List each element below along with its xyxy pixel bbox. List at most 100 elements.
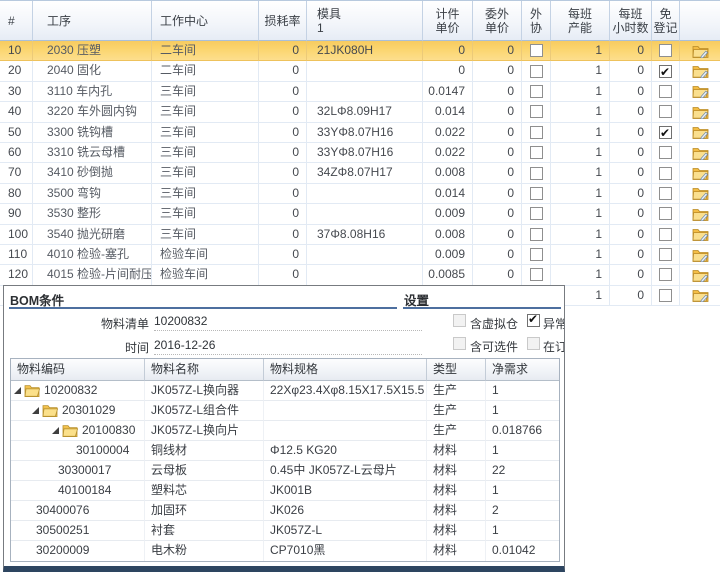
outsource-checkbox[interactable] [529, 44, 543, 58]
no-register-checkbox[interactable] [659, 207, 672, 221]
bom-row[interactable]: 30500251 衬套 JK057Z-L 材料 1 [11, 521, 559, 541]
col-header-work-center[interactable]: 工作中心 [152, 1, 259, 41]
edit-folder-icon[interactable] [692, 207, 709, 221]
edit-folder-icon[interactable] [692, 64, 709, 78]
no-register-checkbox[interactable] [659, 44, 672, 58]
no-register-checkbox[interactable] [659, 63, 672, 81]
col-header-outsource-price[interactable]: 委外 单价 [473, 1, 522, 41]
tree-expand-icon[interactable] [52, 427, 59, 434]
bom-row[interactable]: 40100184 塑料芯 JK001B 材料 1 [11, 481, 559, 501]
cell-actions [680, 41, 720, 62]
dialog-title: BOM条件 [10, 294, 65, 308]
col-header-outsource-flag[interactable]: 外协 [522, 1, 551, 41]
no-register-checkbox[interactable] [659, 227, 672, 241]
date-field[interactable]: 2016-12-26 [154, 337, 422, 355]
outsource-checkbox[interactable] [529, 207, 543, 221]
outsource-checkbox[interactable] [529, 125, 543, 139]
no-register-checkbox[interactable] [659, 268, 672, 282]
tree-expand-icon[interactable] [32, 407, 39, 414]
col-header-shift-capacity[interactable]: 每班 产能 [551, 1, 610, 41]
bom-row[interactable]: 30200009 电木粉 CP7010黑 材料 0.01042 [11, 541, 559, 561]
bom-row[interactable]: 10200832 JK057Z-L换向器 22Xφ23.4Xφ8.15X17.5… [11, 381, 559, 401]
no-register-checkbox[interactable] [659, 248, 672, 262]
outsource-checkbox[interactable] [529, 227, 543, 241]
process-routing-grid: # 工序 工作中心 损耗率 模具 1 计件 单价 委外 单价 外协 每班 产能 每班 小时… [0, 0, 720, 306]
table-row-110[interactable]: 110 4010 检验-塞孔 检验车间 0 0.009 0 1 0 [0, 244, 720, 266]
settings-underline [403, 307, 561, 309]
edit-folder-icon[interactable] [692, 105, 709, 119]
col-header-num[interactable]: # [0, 1, 33, 41]
col-header-material-code[interactable]: 物料编码 [11, 359, 145, 381]
edit-folder-icon[interactable] [692, 84, 709, 98]
col-header-type[interactable]: 类型 [427, 359, 486, 381]
edit-folder-icon[interactable] [692, 146, 709, 160]
table-row-120[interactable]: 120 4015 检验-片间耐压 检验车间 0 0.0085 0 1 0 [0, 265, 720, 286]
bom-row[interactable]: 30300017 云母板 0.45中 JK057Z-L云母片 材料 22 [11, 461, 559, 481]
edit-folder-icon[interactable] [692, 166, 709, 180]
edit-folder-icon[interactable] [692, 125, 709, 139]
edit-folder-icon[interactable] [692, 186, 709, 200]
col-header-mold[interactable]: 模具 1 [307, 1, 423, 41]
bom-tree-table: 物料编码 物料名称 物料规格 类型 净需求 10200832 JK057Z-L换… [10, 358, 560, 562]
outsource-checkbox[interactable] [529, 84, 543, 98]
include-virtual-warehouse-label: 含虚拟仓 [470, 317, 519, 331]
bom-row[interactable]: 20100830 JK057Z-L换向片 生产 0.018766 [11, 421, 559, 441]
no-register-checkbox[interactable] [659, 288, 672, 302]
col-header-piece-price[interactable]: 计件 单价 [423, 1, 473, 41]
cell-outsource-flag [522, 41, 551, 62]
tree-expand-icon[interactable] [14, 387, 21, 394]
outsource-checkbox[interactable] [529, 166, 543, 180]
col-header-net-demand[interactable]: 净需求 [486, 359, 559, 381]
no-register-checkbox[interactable] [659, 166, 672, 180]
table-row-20[interactable]: 20 2040 固化 二车间 0 0 0 1 0 [0, 61, 720, 82]
table-row-50[interactable]: 50 3300 铣钩槽 三车间 0 33YΦ8.07H16 0.022 0 1 … [0, 122, 720, 143]
col-header-process[interactable]: 工序 [33, 1, 152, 41]
bom-list-field[interactable]: 10200832 [154, 313, 422, 331]
outsource-checkbox[interactable] [529, 146, 543, 160]
cell-no-register [652, 41, 680, 62]
edit-folder-icon[interactable] [692, 288, 709, 302]
table-row-90[interactable]: 90 3530 整形 三车间 0 0.009 0 1 0 [0, 204, 720, 225]
outsource-checkbox[interactable] [529, 64, 543, 78]
folder-icon [42, 404, 58, 417]
cell-work-center: 二车间 [152, 41, 259, 62]
outsource-checkbox[interactable] [529, 105, 543, 119]
table-row-80[interactable]: 80 3500 弯钩 三车间 0 0.014 0 1 0 [0, 183, 720, 205]
outsource-checkbox[interactable] [529, 248, 543, 262]
col-header-actions [680, 1, 720, 41]
table-row-40[interactable]: 40 3220 车外圆内钩 三车间 0 32LΦ8.09H17 0.014 0 … [0, 102, 720, 123]
no-register-checkbox[interactable] [659, 186, 672, 200]
bom-row[interactable]: 20301029 JK057Z-L组合件 生产 1 [11, 401, 559, 421]
grid-header-row: # 工序 工作中心 损耗率 模具 1 计件 单价 委外 单价 外协 每班 产能 每班 小时… [0, 1, 720, 41]
no-register-checkbox[interactable] [659, 84, 672, 98]
table-row-10[interactable]: 10 2030 压塑 二车间 0 21JK080H 0 0 1 0 [0, 41, 720, 62]
outsource-checkbox[interactable] [529, 186, 543, 200]
cell-mold: 21JK080H [307, 41, 423, 62]
include-optional-parts-checkbox[interactable] [453, 337, 466, 350]
no-register-checkbox[interactable] [659, 146, 672, 160]
date-label: 时间 [124, 341, 149, 355]
no-register-checkbox[interactable] [659, 105, 672, 119]
include-optional-parts-label: 含可选件 [470, 340, 519, 354]
col-header-loss-rate[interactable]: 损耗率 [259, 1, 307, 41]
table-row-30[interactable]: 30 3110 车内孔 三车间 0 0.0147 0 1 0 [0, 81, 720, 103]
edit-folder-icon[interactable] [692, 248, 709, 262]
col-header-material-name[interactable]: 物料名称 [145, 359, 264, 381]
table-row-70[interactable]: 70 3410 砂倒抛 三车间 0 34ZΦ8.07H17 0.008 0 1 … [0, 163, 720, 184]
edit-folder-icon[interactable] [692, 227, 709, 241]
bom-row[interactable]: 30400076 加固环 JK026 材料 2 [11, 501, 559, 521]
include-virtual-warehouse-checkbox[interactable] [453, 314, 466, 327]
table-row-60[interactable]: 60 3310 铣云母槽 三车间 0 33YΦ8.07H16 0.022 0 1… [0, 142, 720, 164]
abnormal-checkbox[interactable] [527, 312, 540, 327]
col-header-material-spec[interactable]: 物料规格 [264, 359, 427, 381]
table-row-100[interactable]: 100 3540 抛光研磨 三车间 0 37Φ8.08H16 0.008 0 1… [0, 224, 720, 245]
on-order-label: 在订 [543, 340, 565, 354]
on-order-checkbox[interactable] [527, 337, 540, 350]
outsource-checkbox[interactable] [529, 268, 543, 282]
edit-folder-icon[interactable] [692, 44, 709, 58]
col-header-shift-hours[interactable]: 每班 小时数 [610, 1, 652, 41]
col-header-no-register[interactable]: 免登记 [652, 1, 680, 41]
no-register-checkbox[interactable] [659, 124, 672, 142]
edit-folder-icon[interactable] [692, 268, 709, 282]
bom-row[interactable]: 30100004 铜线材 Φ12.5 KG20 材料 1 [11, 441, 559, 461]
